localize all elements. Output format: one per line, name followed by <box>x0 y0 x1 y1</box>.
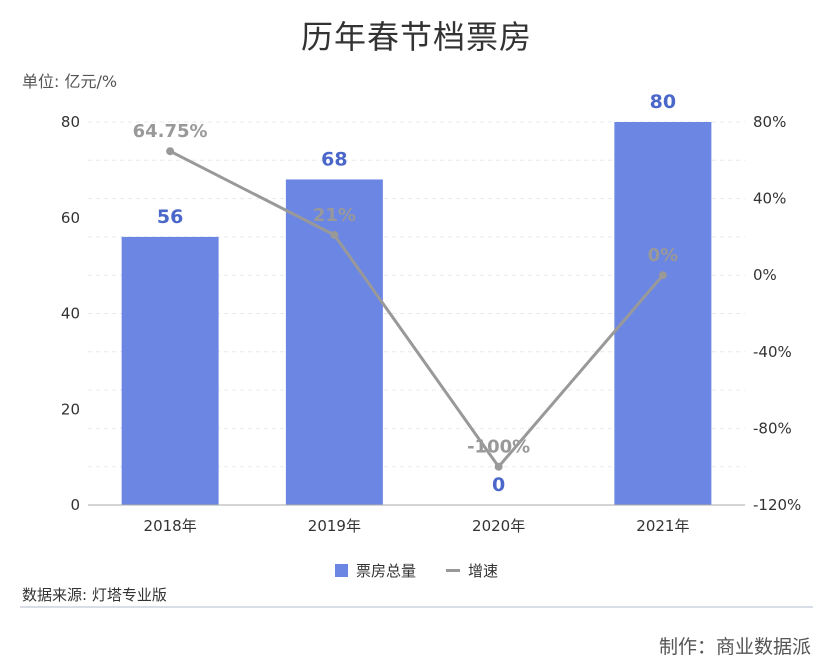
y-right-tick-label: 40% <box>753 190 786 208</box>
y-left-tick-label: 40 <box>61 305 80 323</box>
legend-bar-swatch <box>334 564 348 577</box>
legend-bar-label: 票房总量 <box>355 562 416 580</box>
bar <box>285 179 383 505</box>
growth-data-label: 21% <box>313 205 356 226</box>
growth-point <box>166 147 175 156</box>
bar-data-label: 0 <box>492 474 505 496</box>
x-tick-label: 2019年 <box>308 517 361 535</box>
bar-data-label: 68 <box>321 148 347 170</box>
data-source: 数据来源: 灯塔专业版 <box>22 586 167 604</box>
footer-divider <box>20 606 813 608</box>
y-right-tick-label: -40% <box>753 343 792 361</box>
y-left-tick-label: 20 <box>61 400 80 418</box>
legend: 票房总量 增速 <box>0 560 833 581</box>
legend-line-label: 增速 <box>468 562 499 580</box>
growth-point <box>330 230 339 239</box>
legend-item-line[interactable]: 增速 <box>446 560 498 581</box>
y-left-tick-label: 60 <box>61 209 80 227</box>
growth-line <box>169 149 665 469</box>
x-tick-label: 2018年 <box>144 517 197 535</box>
legend-item-bar[interactable]: 票房总量 <box>334 560 416 581</box>
chart-title: 历年春节档票房 <box>300 18 532 56</box>
y-left-tick-label: 80 <box>61 113 80 131</box>
growth-point <box>658 271 667 280</box>
y-right-tick-label: -80% <box>753 419 792 437</box>
y-right-tick-label: 80% <box>753 113 786 131</box>
bar-data-label: 80 <box>650 91 676 113</box>
bar-data-label: 56 <box>157 206 183 228</box>
growth-point <box>494 462 503 471</box>
credit: 制作：商业数据派 <box>658 636 811 658</box>
y-right-tick-label: -120% <box>753 496 801 514</box>
growth-data-label: 0% <box>648 245 679 266</box>
bar <box>121 236 219 505</box>
x-tick-label: 2021年 <box>636 517 689 535</box>
growth-data-label: -100% <box>467 437 530 458</box>
x-tick-label: 2020年 <box>472 517 525 535</box>
y-right-tick-label: 0% <box>753 266 777 284</box>
y-left-tick-label: 0 <box>70 496 80 514</box>
growth-data-label: 64.75% <box>133 121 208 142</box>
unit-label: 单位: 亿元/% <box>22 72 118 91</box>
legend-line-swatch <box>446 569 460 572</box>
